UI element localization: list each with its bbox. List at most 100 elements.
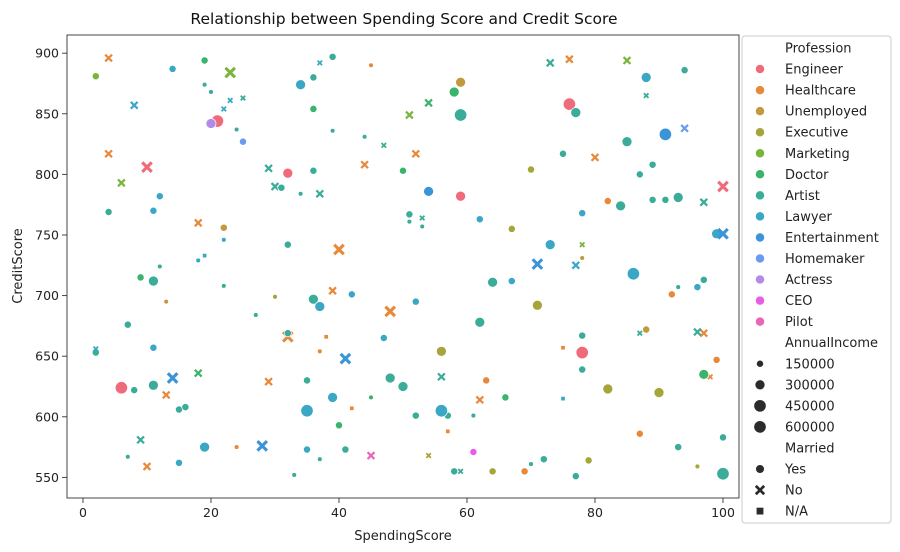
point-engineer <box>455 190 466 202</box>
y-tick-label: 750 <box>35 227 59 242</box>
point-lawyer-stroke-b <box>316 59 323 66</box>
legend-item-engineer-marker <box>755 64 765 75</box>
point-lawyer <box>155 192 164 201</box>
y-tick-label: 550 <box>35 470 59 485</box>
point-artist-stroke-b <box>437 372 446 382</box>
point-healthcare-stroke-b <box>328 286 337 295</box>
point-healthcare-stroke-b <box>384 305 397 318</box>
point-engineer <box>114 381 128 395</box>
point-healthcare-stroke-b <box>264 377 273 386</box>
point-artist-stroke-b <box>636 330 643 337</box>
point-artist <box>240 95 246 101</box>
legend-item-executive-marker <box>755 127 765 138</box>
point-artist <box>539 455 548 464</box>
point-doctor <box>309 104 318 113</box>
point-artist <box>674 443 683 452</box>
point-artist <box>328 52 337 61</box>
point-artist <box>474 316 486 328</box>
point-healthcare <box>590 153 600 162</box>
legend-size-150000-marker <box>756 359 764 368</box>
legend-item-unemployed-marker <box>755 106 765 117</box>
chart-title: Relationship between Spending Score and … <box>190 10 617 28</box>
point-lawyer-stroke-b <box>220 106 227 112</box>
point-artist <box>636 330 643 337</box>
point-lawyer-stroke-b <box>227 97 234 104</box>
point-artist-stroke-b <box>419 215 426 221</box>
point-artist <box>643 92 650 99</box>
point-artist-stroke-b <box>136 435 145 445</box>
point-lawyer-stroke-b <box>92 346 99 352</box>
point-entertainment <box>256 440 269 452</box>
point-executive <box>584 456 593 465</box>
point-lawyer <box>347 290 356 299</box>
legend-style-yes-label: Yes <box>784 463 806 478</box>
point-healthcare <box>635 429 644 438</box>
point-healthcare <box>161 390 171 400</box>
y-tick-label: 600 <box>35 409 59 424</box>
point-entertainment <box>658 127 672 141</box>
legend-item-entertainment-label: Entertainment <box>785 231 879 246</box>
point-artist <box>454 108 468 122</box>
point-doctor <box>136 273 145 282</box>
y-tick-label: 850 <box>35 106 59 121</box>
point-artist <box>208 89 214 95</box>
point-artist <box>308 293 319 305</box>
point-artist-stroke-b <box>380 142 387 149</box>
legend-style-no-marker <box>754 484 766 496</box>
x-tick-label: 60 <box>459 505 475 520</box>
point-healthcare-stroke-b <box>360 160 369 169</box>
legend-item-engineer-label: Engineer <box>785 63 844 78</box>
legend-size-600000-marker <box>753 420 767 434</box>
point-artist <box>221 283 227 289</box>
point-healthcare-stroke-b <box>193 218 203 228</box>
point-lawyer <box>227 97 234 104</box>
point-lawyer <box>221 237 227 243</box>
point-entertainment-stroke-b <box>166 372 179 384</box>
legend-item-healthcare-label: Healthcare <box>785 84 856 99</box>
point-healthcare <box>193 218 203 228</box>
point-healthcare <box>264 377 273 386</box>
point-entertainment-stroke-b <box>531 258 544 270</box>
point-artist <box>559 149 567 158</box>
point-healthcare <box>565 55 574 64</box>
point-unemployed <box>642 325 651 334</box>
point-healthcare <box>328 286 337 295</box>
point-pilot <box>366 451 376 460</box>
point-healthcare <box>104 53 113 63</box>
point-homemaker <box>680 124 689 133</box>
point-entertainment-stroke-b <box>717 227 729 240</box>
point-executive <box>436 345 447 357</box>
point-artist <box>693 327 702 337</box>
point-healthcare <box>411 149 421 158</box>
point-artist <box>648 160 657 169</box>
legend-item-artist-label: Artist <box>785 189 820 204</box>
point-healthcare <box>712 355 721 364</box>
legend-item-healthcare-marker <box>755 85 765 96</box>
point-lawyer <box>314 301 326 312</box>
point-executive-stroke-b <box>425 452 432 459</box>
point-healthcare <box>482 376 491 385</box>
point-executive <box>425 452 432 459</box>
point-artist <box>309 73 318 82</box>
point-artist-stroke-b <box>545 58 555 68</box>
point-artist <box>570 107 582 118</box>
point-artist <box>125 454 131 460</box>
point-marketing <box>91 72 100 81</box>
point-unemployed <box>579 255 585 261</box>
legend-style-yes-marker <box>755 464 765 474</box>
point-marketing-stroke-b <box>622 56 632 65</box>
point-executive <box>527 165 535 174</box>
point-artist-stroke-b <box>699 198 709 207</box>
point-marketing-stroke-b <box>117 178 126 188</box>
legend-item-unemployed-label: Unemployed <box>785 105 867 120</box>
point-artist <box>277 183 286 192</box>
point-healthcare <box>384 305 397 318</box>
point-entertainment-stroke-b <box>256 440 269 452</box>
point-artist-stroke-b <box>240 95 246 101</box>
y-tick-label: 800 <box>35 167 59 182</box>
point-healthcare <box>699 328 709 338</box>
legend-item-lawyer-label: Lawyer <box>785 210 833 225</box>
x-tick-label: 80 <box>587 505 603 520</box>
point-doctor <box>193 368 203 378</box>
